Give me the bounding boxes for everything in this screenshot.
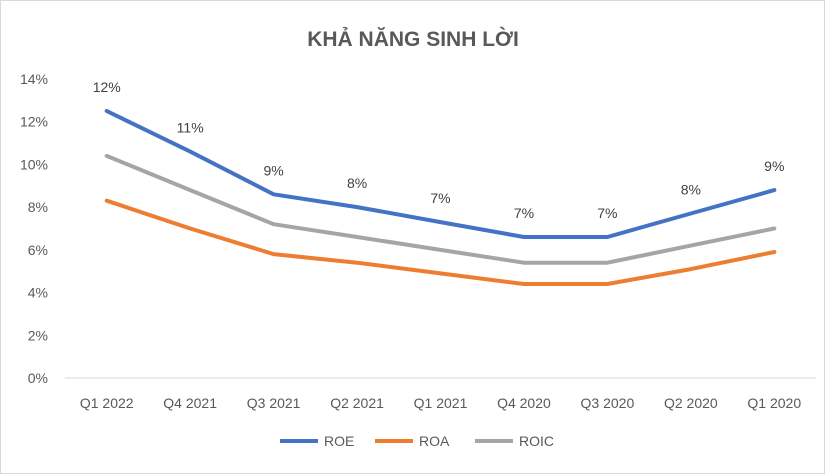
y-tick-label: 14% <box>20 71 48 87</box>
y-axis: 0% 2% 4% 6% 8% 10% 12% 14% <box>20 71 48 386</box>
series-line-roic <box>104 153 777 265</box>
y-tick-label: 4% <box>28 285 48 301</box>
y-tick-label: 6% <box>28 242 48 258</box>
series-line-roe <box>104 109 777 239</box>
data-label-roe: 9% <box>764 158 784 174</box>
data-labels: 12% 11% 9% 8% 7% 7% 7% 8% 9% <box>93 79 785 221</box>
y-tick-label: 10% <box>20 156 48 172</box>
legend-label-roic: ROIC <box>519 433 554 449</box>
y-tick-label: 2% <box>28 327 48 343</box>
x-tick-label: Q3 2020 <box>581 395 635 411</box>
data-label-roe: 12% <box>93 79 121 95</box>
x-axis: Q1 2022 Q4 2021 Q3 2021 Q2 2021 Q1 2021 Q4 20… <box>80 395 801 411</box>
series-lines <box>104 109 777 286</box>
x-tick-label: Q4 2021 <box>163 395 217 411</box>
data-label-roe: 7% <box>597 205 617 221</box>
data-label-roe: 11% <box>177 120 204 136</box>
y-tick-label: 0% <box>28 370 48 386</box>
x-tick-label: Q1 2020 <box>747 395 801 411</box>
data-label-roe: 7% <box>430 190 450 206</box>
x-tick-label: Q2 2020 <box>664 395 718 411</box>
data-label-roe: 8% <box>347 175 367 191</box>
legend-label-roa: ROA <box>419 433 450 449</box>
series-line-roa <box>104 198 777 286</box>
data-label-roe: 9% <box>263 162 283 178</box>
x-tick-label: Q1 2022 <box>80 395 134 411</box>
legend-label-roe: ROE <box>324 433 354 449</box>
x-tick-label: Q3 2021 <box>247 395 301 411</box>
legend: ROE ROA ROIC <box>280 433 554 449</box>
y-tick-label: 12% <box>20 114 48 130</box>
y-tick-label: 8% <box>28 199 48 215</box>
data-label-roe: 8% <box>681 182 701 198</box>
x-tick-label: Q2 2021 <box>330 395 384 411</box>
chart-title: KHẢ NĂNG SINH LỜI <box>307 27 519 51</box>
x-tick-label: Q1 2021 <box>414 395 468 411</box>
data-label-roe: 7% <box>514 205 534 221</box>
x-tick-label: Q4 2020 <box>497 395 551 411</box>
